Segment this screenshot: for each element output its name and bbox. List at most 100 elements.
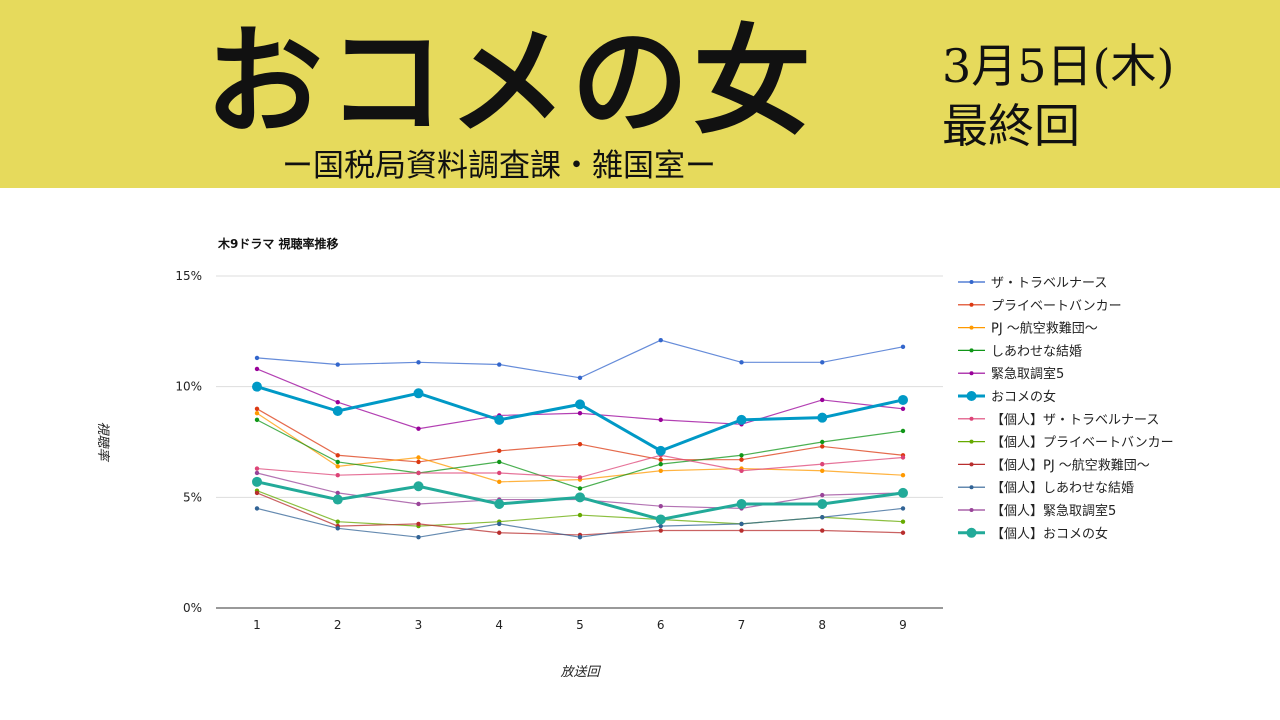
data-point (820, 528, 825, 533)
data-point (898, 487, 908, 498)
data-point (577, 534, 583, 540)
data-point (335, 490, 340, 496)
series-line (256, 339, 904, 379)
data-point (820, 515, 825, 520)
data-point (416, 470, 421, 476)
data-point (254, 355, 260, 361)
data-point (900, 530, 906, 535)
data-point (820, 468, 825, 473)
data-point (494, 498, 505, 509)
data-point (416, 459, 421, 465)
legend-item: 【個人】緊急取調室5 (958, 503, 1116, 519)
data-point (900, 344, 906, 350)
legend-label: 【個人】PJ 〜航空救難団〜 (991, 457, 1150, 473)
series-6 (252, 381, 908, 456)
legend-marker-icon (969, 280, 974, 284)
chart-title: 木9ドラマ 視聴率推移 (217, 236, 339, 251)
data-point (898, 394, 908, 405)
data-point (413, 388, 424, 399)
series-5 (254, 366, 906, 431)
data-point (739, 360, 744, 365)
legend-marker-icon (969, 325, 974, 330)
x-tick-label: 2 (334, 618, 342, 632)
legend-item: しあわせな結婚 (958, 344, 1082, 359)
series-10 (254, 506, 906, 540)
data-point (413, 481, 424, 492)
series-1 (254, 337, 906, 381)
data-point (416, 521, 421, 527)
legend-label: 【個人】おコメの女 (991, 526, 1108, 542)
legend-item: プライベートバンカー (958, 299, 1122, 314)
data-point (577, 411, 583, 416)
data-point (497, 448, 502, 454)
data-point (658, 337, 663, 343)
data-point (335, 362, 340, 367)
data-point (655, 514, 666, 525)
legend-item: PJ 〜航空救難団〜 (958, 321, 1098, 337)
data-point (494, 414, 505, 425)
x-tick-label: 1 (253, 618, 261, 632)
series-3 (254, 411, 906, 485)
x-tick-label: 7 (738, 618, 746, 632)
y-tick-label: 10% (175, 380, 202, 394)
data-point (416, 455, 421, 460)
data-point (820, 360, 825, 365)
legend-item: ザ・トラベルナース (958, 276, 1107, 291)
data-point (332, 494, 343, 505)
legend-label: 【個人】緊急取調室5 (991, 503, 1116, 519)
y-tick-label: 5% (183, 490, 202, 504)
data-point (575, 399, 585, 410)
data-point (658, 468, 663, 473)
data-point (658, 417, 663, 423)
legend-label: 【個人】ザ・トラベルナース (991, 413, 1159, 428)
legend-item: 【個人】しあわせな結婚 (958, 481, 1134, 496)
data-point (658, 523, 663, 529)
show-subtitle: ー国税局資料調査課・雑国室ー (282, 148, 716, 184)
legend-marker-icon (969, 371, 974, 376)
data-point (658, 528, 663, 533)
legend-marker-icon (969, 302, 974, 307)
data-point (900, 473, 906, 478)
y-tick-label: 15% (175, 269, 202, 283)
data-point (820, 444, 825, 449)
legend-label: プライベートバンカー (991, 299, 1122, 314)
y-tick-label: 0% (183, 601, 202, 615)
data-point (900, 506, 906, 511)
data-point (254, 406, 260, 411)
x-tick-label: 4 (495, 618, 503, 632)
data-point (658, 457, 663, 462)
data-point (254, 366, 260, 372)
legend-label: 【個人】プライベートバンカー (991, 436, 1174, 451)
header-banner: おコメの女 ー国税局資料調査課・雑国室ー 3月5日(木) 最終回 (0, 0, 1280, 188)
legend-item: 【個人】ザ・トラベルナース (958, 413, 1159, 428)
x-tick-label: 6 (657, 618, 665, 632)
series-12 (252, 476, 908, 525)
data-point (254, 411, 260, 416)
episode-note: 最終回 (942, 99, 1080, 153)
legend-item: 【個人】プライベートバンカー (958, 436, 1174, 451)
data-point (497, 530, 502, 535)
data-point (739, 528, 744, 533)
data-point (817, 412, 828, 423)
data-point (416, 426, 421, 431)
series-line (256, 385, 904, 453)
data-point (254, 466, 260, 471)
series-2 (254, 406, 906, 465)
x-tick-label: 9 (899, 618, 907, 632)
data-point (335, 519, 340, 524)
legend-label: ザ・トラベルナース (991, 276, 1107, 291)
legend-marker-icon (969, 348, 974, 353)
data-point (577, 486, 583, 491)
data-point (900, 455, 906, 460)
data-point (416, 360, 421, 365)
x-tick-label: 8 (818, 618, 826, 632)
data-point (497, 362, 502, 367)
data-point (416, 501, 421, 507)
data-point (254, 470, 260, 476)
data-point (332, 406, 343, 417)
data-point (820, 461, 825, 467)
data-point (577, 512, 583, 518)
data-point (254, 490, 260, 496)
legend-marker-icon (966, 527, 977, 538)
